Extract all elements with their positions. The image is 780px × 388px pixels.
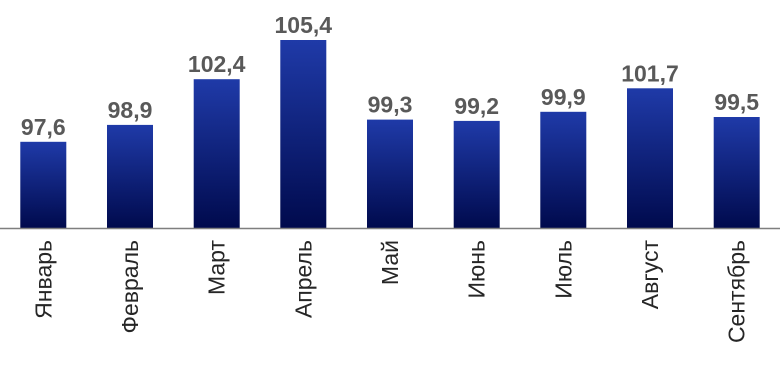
bar [713,117,760,228]
data-label: 99,2 [454,93,499,119]
bar [540,111,587,228]
category-label: Январь [30,240,56,319]
data-label: 105,4 [275,12,333,38]
data-label: 97,6 [21,114,66,140]
bar [367,119,413,228]
data-label: 99,9 [541,84,586,110]
category-label: Март [204,240,230,295]
data-label: 102,4 [188,51,246,77]
category-label: Июнь [464,240,490,298]
value-labels-layer: 97,6 98,9 102,4 105,4 99,3 99,2 99,9 101,7 99,5 [21,12,759,140]
data-label: 101,7 [621,60,679,86]
data-label: 98,9 [108,97,153,123]
bar [627,88,673,228]
category-labels-layer: Январь Февраль Март Апрель Май Июнь Июль Август… [30,240,749,344]
category-label: Февраль [117,240,143,333]
bar [280,40,327,228]
bar [193,79,240,228]
category-label: Май [377,240,403,285]
data-label: 99,5 [714,89,759,115]
bar [453,120,500,228]
bar [107,124,153,228]
category-label: Сентябрь [724,240,750,343]
category-label: Июль [550,240,576,299]
category-label: Апрель [290,240,316,318]
bar [20,141,67,228]
category-label: Август [637,240,663,310]
data-label: 99,3 [368,92,413,118]
bars-layer [20,40,760,228]
